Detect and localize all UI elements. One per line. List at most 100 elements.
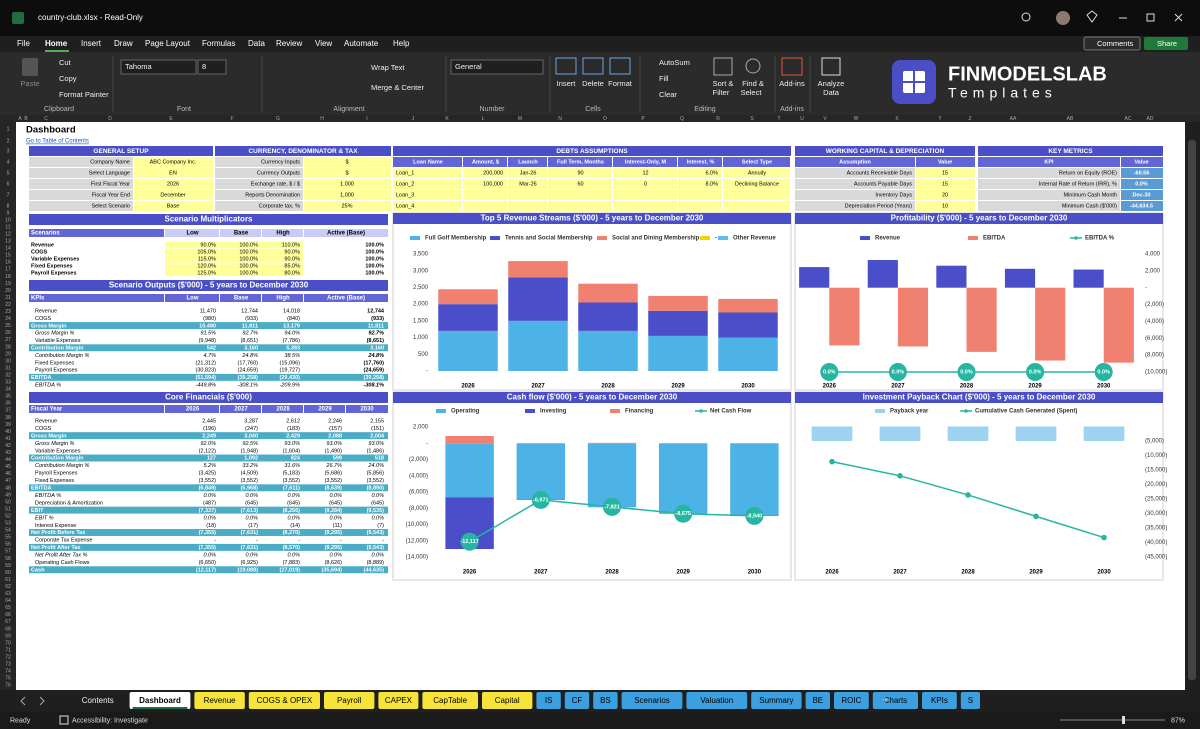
- ribbon-button[interactable]: Wrap Text: [371, 63, 405, 72]
- menu-tab[interactable]: Page Layout: [145, 39, 191, 48]
- sheet-tab-label[interactable]: KPIs: [931, 696, 948, 705]
- sheet-tab-label[interactable]: CF: [572, 696, 583, 705]
- sheet-tab-label[interactable]: CapTable: [433, 696, 467, 705]
- ribbon-button[interactable]: Filter: [713, 88, 730, 97]
- ribbon-button[interactable]: Analyze: [818, 79, 845, 88]
- ribbon-button[interactable]: Tahoma: [125, 62, 153, 71]
- sheet-tab-label[interactable]: COGS & OPEX: [257, 696, 313, 705]
- paste-icon[interactable]: [22, 58, 38, 76]
- menu-tab[interactable]: Review: [276, 39, 302, 48]
- sheet-tab[interactable]: [805, 692, 830, 709]
- sheet-tab[interactable]: [378, 692, 419, 709]
- avatar[interactable]: [1056, 11, 1070, 25]
- sheet-tab[interactable]: [482, 692, 533, 709]
- sheet-tab-label[interactable]: Scenarios: [634, 696, 670, 705]
- ribbon-button[interactable]: General: [455, 62, 482, 71]
- font-box[interactable]: [120, 59, 197, 75]
- sheet-tab[interactable]: [129, 692, 191, 709]
- find-icon[interactable]: [745, 58, 761, 74]
- ribbon-button[interactable]: Select: [741, 88, 763, 97]
- sheet-tab[interactable]: [248, 692, 320, 709]
- sheet-tab-label[interactable]: Charts: [884, 696, 908, 705]
- ribbon-button[interactable]: Add-ins: [779, 79, 805, 88]
- data-cell: [678, 168, 722, 178]
- sheet-tab-label[interactable]: CAPEX: [385, 696, 413, 705]
- scroll-thumb[interactable]: [1188, 140, 1196, 680]
- menu-tab[interactable]: Home: [45, 39, 68, 48]
- zoom-thumb[interactable]: [1122, 716, 1125, 724]
- share-button[interactable]: [1144, 37, 1188, 50]
- sheet-tab-label[interactable]: ROIC: [841, 696, 861, 705]
- restore[interactable]: [1146, 13, 1155, 22]
- ribbon-button[interactable]: Sort &: [713, 79, 734, 88]
- insert-icon[interactable]: [555, 57, 577, 75]
- sheet-tab[interactable]: [593, 692, 618, 709]
- sheet-tab-label[interactable]: IS: [545, 696, 553, 705]
- ribbon-button[interactable]: Paste: [20, 79, 39, 88]
- comments-button[interactable]: [1083, 36, 1141, 51]
- menu-tab[interactable]: File: [17, 39, 30, 48]
- ribbon-button[interactable]: Format: [608, 79, 633, 88]
- ribbon-button[interactable]: Copy: [59, 74, 77, 83]
- premium-icon[interactable]: [1086, 10, 1098, 23]
- menu-tab[interactable]: Help: [393, 39, 410, 48]
- menu-tab[interactable]: Formulas: [202, 39, 235, 48]
- chart-title-bar: [393, 392, 791, 403]
- sheet-tab-label[interactable]: S: [968, 696, 973, 705]
- sheet-tab-label[interactable]: Dashboard: [139, 696, 181, 705]
- sheet-tab[interactable]: [324, 692, 375, 709]
- sheet-tab[interactable]: [70, 692, 126, 709]
- sheet-tab[interactable]: [834, 692, 869, 709]
- sheet-tab[interactable]: [422, 692, 478, 709]
- sheet-tab-label[interactable]: Capital: [495, 696, 520, 705]
- ribbon-button[interactable]: Fill: [659, 74, 669, 83]
- menu-tab[interactable]: Data: [248, 39, 265, 48]
- sheet-tab-label[interactable]: Valuation: [700, 696, 733, 705]
- menu-tab[interactable]: Draw: [114, 39, 133, 48]
- sheet-tab-label[interactable]: Contents: [82, 696, 114, 705]
- toc-link[interactable]: Go to Table of Contents: [26, 139, 89, 145]
- analyze-icon[interactable]: [821, 57, 841, 76]
- ribbon-button[interactable]: Cut: [59, 58, 72, 67]
- ribbon-button[interactable]: Insert: [557, 79, 577, 88]
- close[interactable]: [1174, 13, 1183, 22]
- search-icon[interactable]: [1021, 12, 1031, 22]
- sheet-tab[interactable]: [564, 692, 590, 709]
- tab-nav[interactable]: [20, 696, 45, 706]
- sheet-tab[interactable]: [621, 692, 683, 709]
- number-format-box[interactable]: [450, 59, 544, 75]
- sheet-tab-label[interactable]: Revenue: [204, 696, 237, 705]
- cell-value: -60.56: [1134, 170, 1150, 176]
- ribbon-button[interactable]: Data: [823, 88, 840, 97]
- ribbon-button[interactable]: 8: [202, 62, 206, 71]
- sheet-tab[interactable]: [872, 692, 918, 709]
- sheet-tab[interactable]: [536, 692, 561, 709]
- ribbon-button[interactable]: Find &: [742, 79, 764, 88]
- menu-tab[interactable]: Insert: [81, 39, 102, 48]
- sheet-tab-label[interactable]: Payroll: [337, 696, 362, 705]
- sheet-tab-label[interactable]: BE: [812, 696, 823, 705]
- sort-icon[interactable]: [713, 57, 733, 76]
- sheet-tab-label[interactable]: Summary: [759, 696, 793, 705]
- sheet-tab[interactable]: [922, 692, 957, 709]
- delete-icon[interactable]: [582, 57, 604, 75]
- ribbon-button[interactable]: Merge & Center: [371, 83, 424, 92]
- addins-icon[interactable]: [781, 57, 803, 76]
- sheet-tab-label[interactable]: BS: [600, 696, 611, 705]
- menu-tab[interactable]: Automate: [344, 39, 379, 48]
- sheet-tab[interactable]: [194, 692, 245, 709]
- sheet-tab[interactable]: [960, 692, 980, 709]
- ribbon-button[interactable]: AutoSum: [659, 58, 690, 67]
- sheet-tab[interactable]: [686, 692, 748, 709]
- sheet-tab[interactable]: [751, 692, 802, 709]
- y-tick-label: (8,000): [1145, 353, 1164, 359]
- bar: [508, 261, 568, 278]
- ribbon-button[interactable]: Clear: [659, 90, 677, 99]
- ribbon-button[interactable]: Delete: [582, 79, 604, 88]
- add-sheet[interactable]: +: [882, 696, 888, 707]
- ribbon-button[interactable]: Format Painter: [59, 90, 109, 99]
- format-icon[interactable]: [609, 57, 631, 75]
- font-size-box[interactable]: [197, 59, 227, 75]
- menu-tab[interactable]: View: [315, 39, 332, 48]
- status-accessibility[interactable]: Accessibility: Investigate: [72, 717, 148, 724]
